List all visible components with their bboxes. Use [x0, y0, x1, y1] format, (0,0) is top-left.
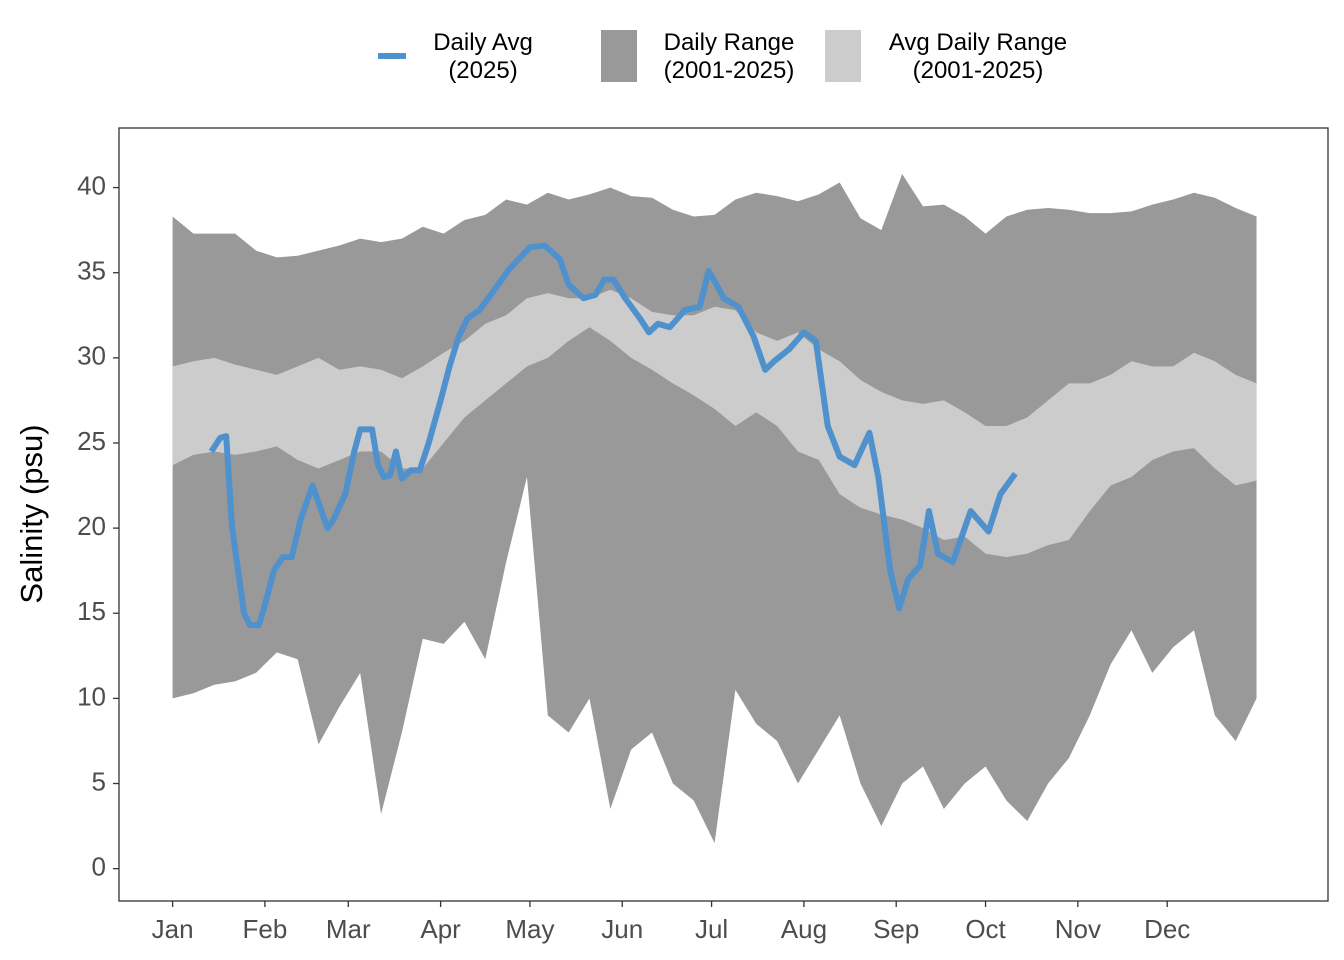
x-tick-label: Jun [601, 914, 643, 944]
x-tick-label: Oct [965, 914, 1006, 944]
data-line [208, 242, 1018, 629]
x-tick-label: Nov [1055, 914, 1101, 944]
y-tick-label: 30 [77, 341, 106, 371]
y-tick-label: 0 [92, 852, 106, 882]
y-tick-label: 10 [77, 681, 106, 711]
y-tick-label: 20 [77, 511, 106, 541]
x-tick-label: Aug [781, 914, 827, 944]
legend-swatch [601, 30, 637, 82]
x-tick-label: Feb [243, 914, 288, 944]
x-tick-label: Sep [873, 914, 919, 944]
legend-label: Daily Avg (2025) [433, 29, 533, 84]
x-tick-label: Jul [695, 914, 728, 944]
y-axis-label: Salinity (psu) [14, 424, 49, 603]
y-tick-label: 25 [77, 426, 106, 456]
plot-frame [118, 127, 1329, 902]
x-tick-label: Apr [420, 914, 461, 944]
y-tick-label: 40 [77, 170, 106, 200]
legend-label: Avg Daily Range (2001-2025) [889, 29, 1067, 84]
x-tick-label: May [505, 914, 554, 944]
y-tick-label: 5 [92, 766, 106, 796]
y-tick-label: 15 [77, 596, 106, 626]
range-band [172, 289, 1257, 558]
x-tick-label: Mar [326, 914, 371, 944]
y-tick-label: 35 [77, 256, 106, 286]
legend-swatch [825, 30, 861, 82]
range-band [172, 173, 1257, 844]
legend-label: Daily Range (2001-2025) [664, 29, 795, 84]
x-tick-label: Jan [152, 914, 194, 944]
x-tick-label: Dec [1144, 914, 1190, 944]
